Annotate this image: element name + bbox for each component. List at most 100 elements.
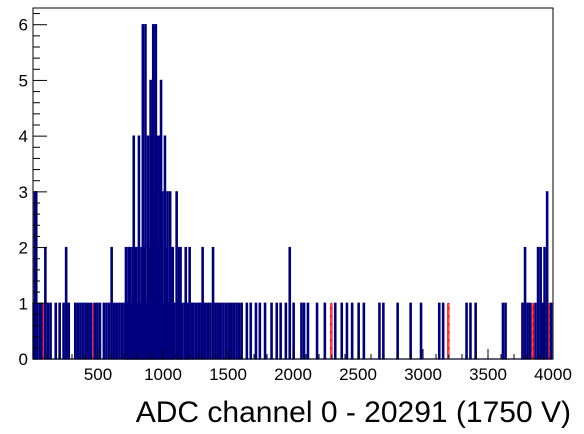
main-bin-103: [249, 302, 253, 360]
main-bin-15: [76, 302, 80, 360]
main-bin-111: [288, 246, 292, 360]
main-bin-127: [409, 302, 412, 360]
main-bin-83: [194, 302, 198, 360]
main-bin-110: [284, 302, 288, 360]
main-bin-109: [279, 302, 282, 360]
x-tick-label-7: 4000: [534, 365, 572, 384]
main-bin-137: [523, 246, 527, 360]
main-bin-70: [172, 302, 176, 360]
main-bin-25: [105, 302, 108, 360]
main-bin-14: [73, 302, 77, 360]
main-bin-118: [333, 302, 337, 360]
main-bin-134: [501, 302, 505, 360]
main-bin-20: [89, 302, 93, 360]
main-bin-82: [192, 302, 195, 360]
main-bin-10: [58, 302, 61, 360]
x-tick-label-5: 3000: [404, 365, 442, 384]
main-bin-80: [188, 246, 191, 360]
main-bin-104: [254, 302, 258, 360]
main-bin-8: [49, 302, 52, 360]
main-bin-5: [40, 302, 43, 360]
main-bin-12: [64, 246, 68, 360]
main-bin-126: [396, 302, 399, 360]
main-bin-3: [36, 302, 39, 360]
main-bin-100: [237, 302, 241, 360]
main-bin-107: [270, 302, 273, 360]
main-bin-75: [180, 302, 184, 360]
main-bin-129: [437, 302, 441, 360]
main-bin-136: [521, 302, 524, 360]
main-bin-90: [211, 246, 215, 360]
main-bin-124: [378, 302, 381, 360]
main-bin-24: [102, 302, 106, 360]
main-bin-113: [300, 302, 303, 360]
main-bin-99: [235, 302, 238, 360]
main-bin-119: [340, 302, 344, 360]
main-bin-89: [209, 302, 212, 360]
main-bin-97: [229, 302, 233, 360]
y-tick-label-5: 5: [19, 71, 28, 90]
main-bin-84: [197, 302, 201, 360]
main-bin-16: [79, 302, 82, 360]
main-bin-91: [214, 302, 217, 360]
axes: 500 1000 1500 2000 2500 3000 3500 4000 0 1 2 3 4 5 6: [19, 13, 572, 384]
main-series: [32, 24, 553, 360]
main-bin-135: [504, 302, 507, 360]
main-bin-131: [465, 302, 468, 360]
main-bin-128: [419, 302, 423, 360]
main-bin-123: [362, 302, 366, 360]
main-bin-125: [382, 302, 385, 360]
x-tick-label-0: 500: [84, 365, 112, 384]
main-bin-141: [536, 246, 540, 360]
main-bin-88: [206, 302, 210, 360]
main-bin-133: [474, 302, 477, 360]
main-bin-17: [81, 302, 85, 360]
y-tick-label-2: 2: [19, 239, 28, 258]
main-bin-93: [219, 302, 223, 360]
main-bin-13: [67, 302, 71, 360]
main-bin-140: [534, 302, 537, 360]
main-bin-144: [543, 246, 546, 360]
x-tick-label-4: 2500: [339, 365, 377, 384]
main-bin-106: [263, 302, 267, 360]
main-bin-132: [469, 302, 472, 360]
main-bin-23: [98, 302, 102, 360]
main-bin-31: [120, 302, 124, 360]
y-tick-label-6: 6: [19, 16, 28, 35]
main-bin-130: [441, 302, 445, 360]
main-bin-105: [258, 302, 262, 360]
main-bin-26: [107, 302, 111, 360]
x-tick-label-3: 2000: [274, 365, 312, 384]
main-bin-142: [539, 246, 542, 360]
main-bin-21: [93, 302, 97, 360]
main-bin-139: [528, 302, 532, 360]
overlay-bin-37: [447, 302, 450, 359]
main-bin-116: [315, 302, 319, 360]
y-tick-label-3: 3: [19, 183, 28, 202]
main-bin-28: [112, 302, 116, 360]
main-bin-95: [224, 302, 228, 360]
main-bin-86: [201, 246, 204, 360]
main-bin-115: [306, 302, 310, 360]
main-bin-146: [549, 302, 553, 360]
main-bin-9: [54, 302, 58, 360]
main-bin-7: [46, 302, 50, 360]
main-bin-11: [62, 302, 65, 360]
main-bin-145: [545, 191, 549, 360]
y-tick-label-0: 0: [19, 350, 28, 369]
x-tick-label-6: 3500: [469, 365, 507, 384]
overlay-bin-36: [330, 302, 333, 359]
main-bin-121: [350, 302, 354, 360]
y-tick-label-1: 1: [19, 294, 28, 313]
x-axis-title: ADC channel 0 - 20291 (1750 V): [136, 396, 571, 429]
main-bin-27: [110, 246, 113, 360]
main-bin-18: [84, 302, 87, 360]
main-bin-114: [302, 302, 306, 360]
main-bin-108: [275, 302, 279, 360]
main-bin-19: [86, 302, 90, 360]
main-bin-94: [222, 302, 225, 360]
x-tick-label-2: 1500: [209, 365, 247, 384]
main-bin-29: [115, 302, 119, 360]
main-bin-120: [345, 302, 349, 360]
